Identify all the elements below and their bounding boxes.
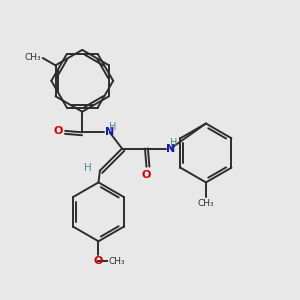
Text: CH₃: CH₃ (25, 53, 41, 62)
Text: H: H (84, 163, 92, 173)
Text: N: N (105, 127, 114, 137)
Text: H: H (170, 138, 177, 148)
Text: H: H (109, 122, 116, 132)
Text: O: O (142, 170, 151, 180)
Text: N: N (166, 143, 176, 154)
Text: CH₃: CH₃ (109, 256, 125, 266)
Text: O: O (94, 256, 103, 266)
Text: CH₃: CH₃ (198, 199, 214, 208)
Text: O: O (53, 126, 63, 136)
